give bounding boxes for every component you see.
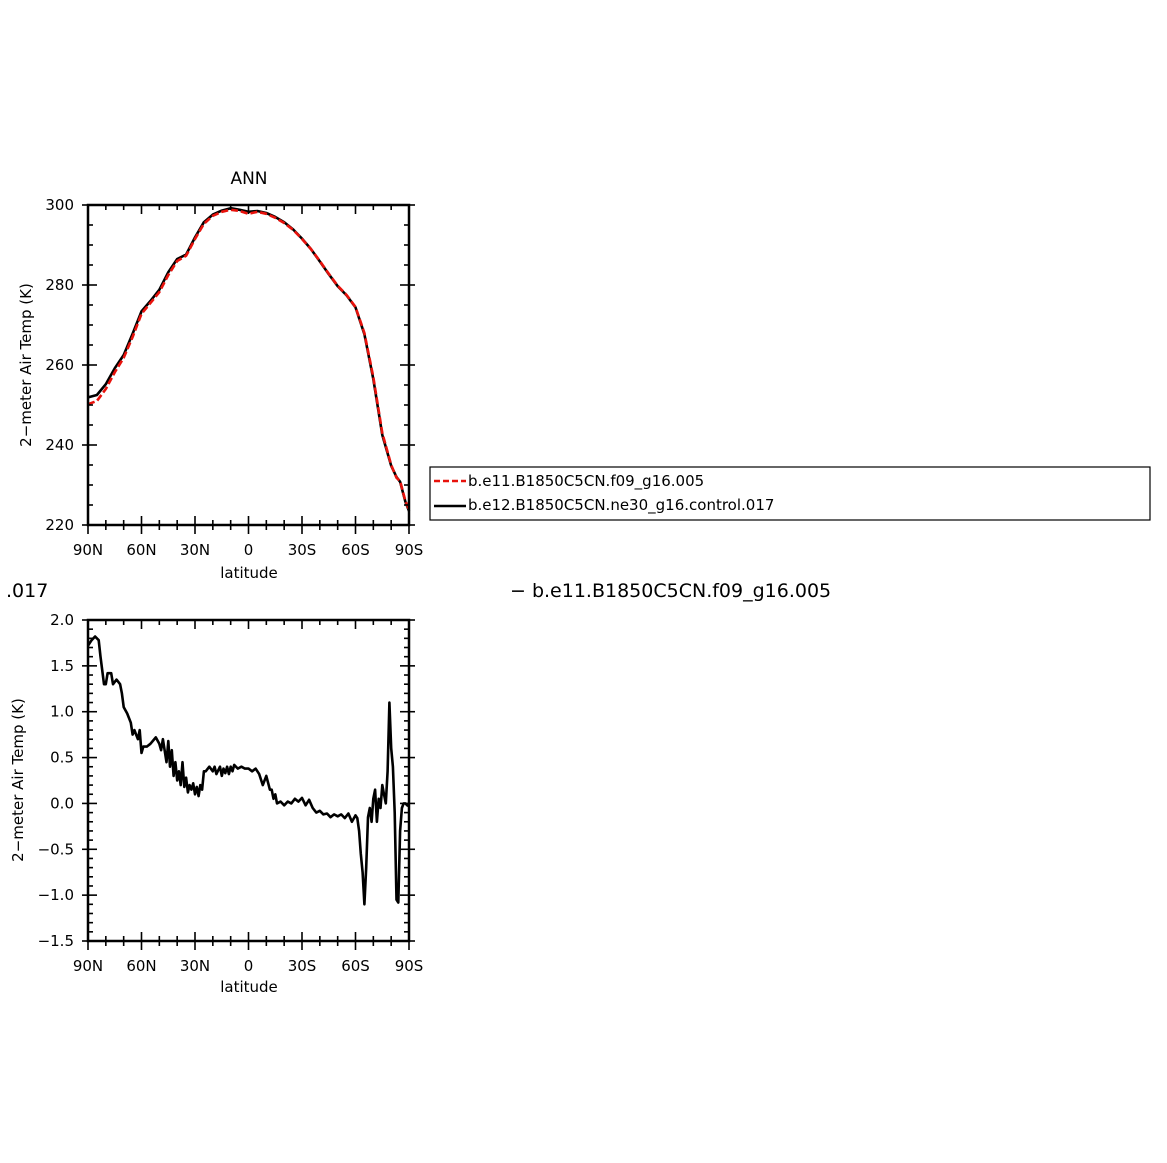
p1-x-tick-label: 60N [126, 541, 156, 559]
p2-x-tick-label: 60N [126, 957, 156, 975]
bottom-panel-y-axis-label: 2−meter Air Temp (K) [9, 698, 27, 862]
bottom-panel-series [86, 635, 410, 906]
p1-series-line-1 [87, 208, 411, 511]
p2-x-tick-label: 0 [244, 957, 254, 975]
p2-y-tick-label: 1.5 [50, 657, 74, 675]
p2-y-tick-label: 0.0 [50, 794, 74, 812]
top-panel-x-axis-label: latitude [220, 564, 278, 582]
p1-series-line-2 [87, 206, 411, 512]
p2-y-tick-label: −1.0 [38, 886, 74, 904]
p1-y-tick-label: 300 [45, 196, 74, 214]
p2-x-tick-label: 30N [180, 957, 210, 975]
p1-x-tick-label: 30N [180, 541, 210, 559]
bottom-panel: .017 − b.e11.B1850C5CN.f09_g16.005 90N 60… [6, 580, 831, 996]
p2-x-tick-label: 30S [288, 957, 317, 975]
bottom-panel-partial-title-right: − b.e11.B1850C5CN.f09_g16.005 [510, 580, 831, 602]
p1-x-tick-label: 0 [244, 541, 254, 559]
p1-x-tick-label: 60S [341, 541, 370, 559]
p1-x-tick-label: 90S [395, 541, 424, 559]
top-panel-title: ANN [230, 169, 267, 189]
p2-x-tick-label: 90S [395, 957, 424, 975]
p2-y-tick-label: 0.5 [50, 749, 74, 767]
bottom-panel-frame [86, 618, 411, 943]
p2-series-line-1 [86, 635, 410, 906]
p2-y-tick-label: 2.0 [50, 611, 74, 629]
p2-x-tick-label: 60S [341, 957, 370, 975]
top-panel-ticks [82, 204, 415, 534]
legend: b.e11.B1850C5CN.f09_g16.005 b.e12.B1850C… [429, 466, 1151, 521]
top-panel-x-tick-labels: 90N 60N 30N 0 30S 60S 90S [73, 541, 423, 559]
p1-y-tick-label: 280 [45, 276, 74, 294]
top-panel-y-tick-labels: 220 240 260 280 300 [45, 196, 74, 534]
p1-x-tick-label: 30S [288, 541, 317, 559]
bottom-panel-partial-title-left: .017 [6, 580, 48, 602]
top-panel-series [87, 206, 411, 512]
legend-box [429, 466, 1151, 521]
p1-x-tick-label: 90N [73, 541, 103, 559]
p2-y-tick-label: 1.0 [50, 703, 74, 721]
top-panel-y-axis-label: 2−meter Air Temp (K) [17, 283, 35, 447]
legend-label-series-1: b.e11.B1850C5CN.f09_g16.005 [468, 472, 704, 491]
p1-y-tick-label: 240 [45, 436, 74, 454]
p1-y-tick-label: 260 [45, 356, 74, 374]
bottom-panel-x-axis-label: latitude [220, 978, 278, 996]
bottom-panel-x-tick-labels: 90N 60N 30N 0 30S 60S 90S [73, 957, 423, 975]
p2-y-tick-label: −1.5 [38, 932, 74, 950]
p2-y-tick-label: −0.5 [38, 840, 74, 858]
p1-y-tick-label: 220 [45, 516, 74, 534]
bottom-panel-y-tick-labels: 2.0 1.5 1.0 0.5 0.0 −0.5 −1.0 −1.5 [38, 611, 74, 950]
legend-label-series-2: b.e12.B1850C5CN.ne30_g16.control.017 [468, 496, 774, 515]
p2-x-tick-label: 90N [73, 957, 103, 975]
top-panel: ANN 90N 60N 30N 0 30S 60S 90S 220240260280300 … [17, 169, 423, 582]
top-panel-frame [86, 203, 411, 527]
